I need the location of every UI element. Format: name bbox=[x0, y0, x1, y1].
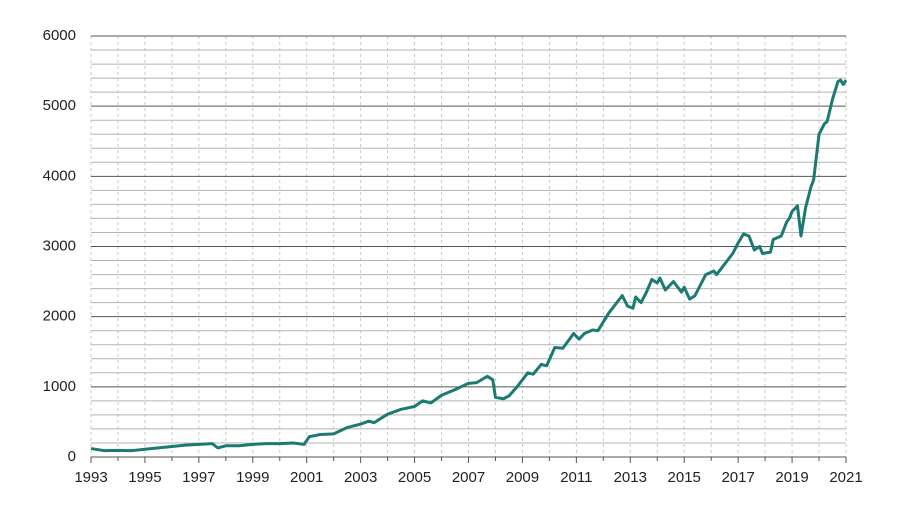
x-tick-label: 2005 bbox=[398, 469, 431, 486]
x-tick-label: 2009 bbox=[506, 469, 539, 486]
x-tick-label: 2003 bbox=[344, 469, 377, 486]
x-tick-label: 2007 bbox=[452, 469, 485, 486]
data-line bbox=[90, 78, 848, 453]
x-tick-label: 2017 bbox=[721, 469, 754, 486]
x-tick-label: 2021 bbox=[829, 469, 862, 486]
x-tick-label: 1993 bbox=[74, 469, 107, 486]
x-tick-label: 2019 bbox=[775, 469, 808, 486]
x-tick-label: 1999 bbox=[236, 469, 269, 486]
y-tick-label: 2000 bbox=[43, 308, 76, 325]
y-tick-label: 0 bbox=[68, 448, 76, 465]
x-tick-label: 1995 bbox=[128, 469, 161, 486]
x-tick-label: 2001 bbox=[290, 469, 323, 486]
y-tick-label: 1000 bbox=[43, 378, 76, 395]
y-tick-label: 3000 bbox=[43, 237, 76, 254]
x-tick-label: 2015 bbox=[668, 469, 701, 486]
y-tick-label: 6000 bbox=[43, 27, 76, 44]
y-tick-label: 4000 bbox=[43, 167, 76, 184]
x-tick-label: 2013 bbox=[614, 469, 647, 486]
x-tick-label: 2011 bbox=[560, 469, 592, 486]
x-tick-label: 1997 bbox=[182, 469, 215, 486]
y-tick-label: 5000 bbox=[43, 97, 76, 114]
